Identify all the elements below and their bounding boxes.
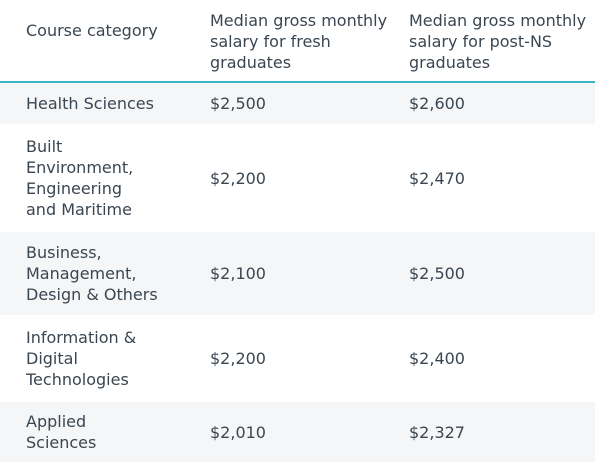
category-cell: Information & Digital Technologies	[26, 328, 137, 389]
header-post-ns-graduates: Median gross monthly salary for post-NS …	[409, 11, 587, 72]
table-row: Applied Sciences $2,010 $2,327	[0, 402, 595, 464]
category-cell: Business, Management, Design & Others	[26, 243, 158, 304]
fresh-salary-cell: $2,500	[210, 94, 266, 113]
fresh-salary-cell: $2,010	[210, 422, 266, 442]
table-row: Health Sciences $2,500 $2,600	[0, 83, 595, 126]
fresh-salary-cell: $2,200	[210, 168, 266, 188]
header-fresh-graduates: Median gross monthly salary for fresh gr…	[210, 11, 388, 72]
header-course-category: Course category	[26, 21, 158, 40]
post-ns-salary-cell: $2,327	[409, 422, 465, 442]
category-cell: Applied Sciences	[26, 412, 97, 452]
table-row: Business, Management, Design & Others $2…	[0, 232, 595, 317]
table-row: Built Environment, Engineering and Marit…	[0, 126, 595, 232]
category-cell: Built Environment, Engineering and Marit…	[26, 137, 134, 219]
post-ns-salary-cell: $2,500	[409, 264, 465, 283]
post-ns-salary-cell: $2,400	[409, 349, 465, 368]
post-ns-salary-cell: $2,600	[409, 94, 465, 113]
fresh-salary-cell: $2,100	[210, 264, 266, 283]
fresh-salary-cell: $2,200	[210, 349, 266, 368]
table-header-row: Course category Median gross monthly sal…	[0, 0, 595, 83]
post-ns-salary-cell: $2,470	[409, 168, 465, 188]
table-row: Information & Digital Technologies $2,20…	[0, 317, 595, 402]
category-cell: Health Sciences	[26, 94, 154, 113]
